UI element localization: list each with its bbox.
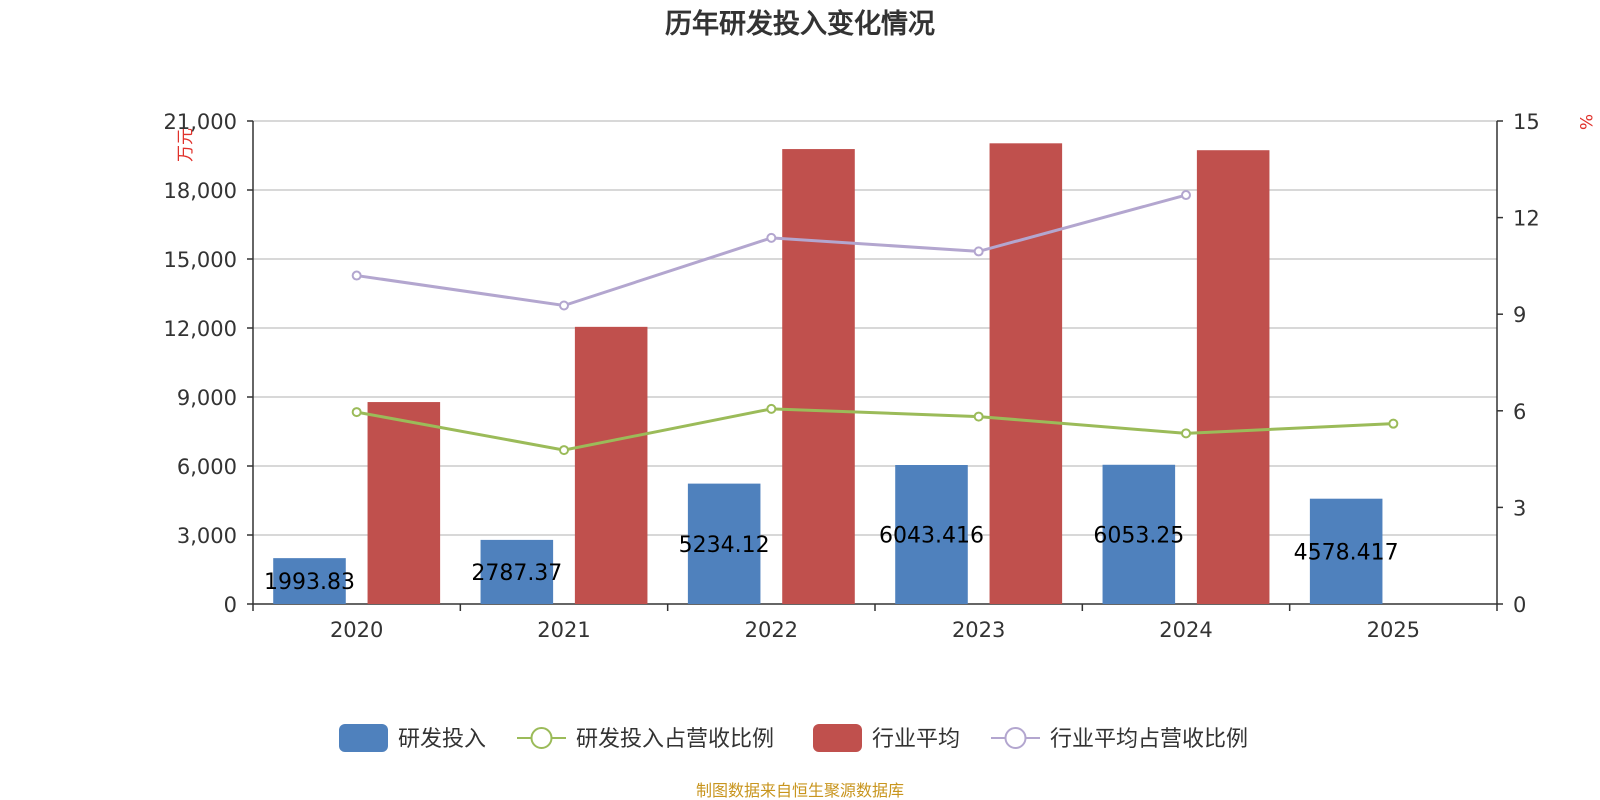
bar-rd-investment: [480, 539, 554, 604]
x-tick-label: 2021: [537, 618, 590, 642]
x-tick-label: 2022: [745, 618, 798, 642]
point-rd-ratio: [1181, 428, 1191, 439]
bar-industry-average: [989, 143, 1063, 604]
y-left-tick-label: 21,000: [164, 110, 237, 134]
y-left-tick-label: 0: [224, 593, 237, 617]
x-tick-label: 2023: [952, 618, 1005, 642]
point-rd-ratio: [559, 445, 569, 456]
y-left-tick-label: 9,000: [177, 386, 237, 410]
bar-data-label: 6043.416: [879, 524, 984, 549]
bar-rd-investment: [687, 483, 761, 604]
legend-swatch-bar: [339, 724, 388, 752]
bar-data-label: 5234.12: [679, 533, 770, 558]
bar-rd-investment: [273, 558, 346, 604]
y-left-tick-label: 6,000: [177, 455, 237, 479]
legend-label: 行业平均: [872, 727, 960, 752]
line-rd-ratio: [356, 407, 1394, 452]
y-right-tick-label: 6: [1513, 400, 1526, 424]
point-industry-ratio: [766, 232, 777, 243]
point-rd-ratio: [766, 403, 777, 414]
point-rd-ratio: [973, 411, 984, 422]
legend-swatch-bar: [813, 724, 862, 752]
x-tick-label: 2025: [1367, 618, 1420, 642]
y-right-tick-label: 3: [1513, 496, 1526, 520]
bar-data-label: 2787.37: [471, 561, 562, 586]
legend-swatch-marker: [1004, 727, 1027, 749]
bar-industry-average: [782, 149, 855, 604]
point-industry-ratio: [559, 300, 569, 311]
y-right-tick-label: 0: [1513, 593, 1526, 617]
point-rd-ratio: [1388, 418, 1399, 429]
point-industry-ratio: [351, 270, 362, 281]
legend: 研发投入 研发投入占营收比例 行业平均 行业平均占营收比例: [339, 724, 1248, 752]
data-labels: 1993.83 2787.37 5234.12 6043.416 6053.25 4578…: [264, 523, 1399, 595]
legend-label: 行业平均占营收比例: [1050, 727, 1248, 752]
x-tick-label: 2020: [330, 618, 383, 642]
y-left-tick-label: 15,000: [164, 248, 237, 272]
y-left-tick-label: 3,000: [177, 524, 237, 548]
y-left-unit: 万元: [176, 128, 196, 162]
point-industry-ratio: [1181, 190, 1191, 201]
y-right-tick-label: 12: [1513, 207, 1540, 231]
y-right-tick-label: 9: [1513, 303, 1526, 327]
y-left-tick-label: 12,000: [164, 317, 237, 341]
source-note: 制图数据来自恒生聚源数据库: [696, 781, 904, 800]
bar-industry-average: [1196, 150, 1270, 604]
bar-rd-investment: [895, 465, 968, 604]
chart-title: 历年研发投入变化情况: [665, 8, 935, 40]
point-industry-ratio: [973, 246, 984, 257]
bar-data-label: 4578.417: [1294, 540, 1399, 565]
grid-lines: [253, 120, 1497, 536]
bar-data-label: 6053.25: [1093, 523, 1184, 548]
axes: 0 3,000 6,000 9,000 12,000 15,000 18,000 21,000…: [164, 110, 1540, 642]
bar-industry-average: [574, 326, 648, 604]
lines: [351, 190, 1399, 456]
x-tick-label: 2024: [1159, 618, 1212, 642]
y-left-tick-label: 18,000: [164, 179, 237, 203]
legend-label: 研发投入占营收比例: [576, 727, 774, 752]
bar-data-label: 1993.83: [264, 570, 355, 595]
bar-rd-investment: [1309, 498, 1383, 604]
bars: [273, 143, 1383, 604]
point-rd-ratio: [351, 407, 362, 418]
y-right-unit: %: [1575, 114, 1595, 130]
legend-label: 研发投入: [398, 727, 486, 752]
legend-swatch-marker: [530, 727, 553, 749]
bar-industry-average: [367, 402, 441, 604]
bar-rd-investment: [1102, 464, 1176, 604]
y-right-tick-label: 15: [1513, 110, 1540, 134]
